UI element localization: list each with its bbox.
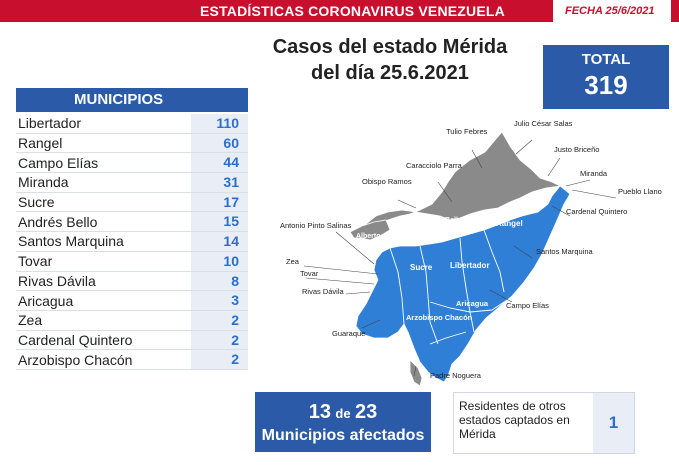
border-line	[429, 297, 511, 313]
municipio-row: Zea 2	[16, 310, 248, 331]
top-banner: ESTADÍSTICAS CORONAVIRUS VENEZUELA FECHA…	[0, 0, 679, 22]
affected-label: Municipios afectados	[261, 427, 425, 444]
municipio-count: 2	[191, 350, 248, 369]
callout-miranda: Miranda	[580, 169, 608, 178]
municipio-row: Campo Elías 44	[16, 153, 248, 174]
municipio-name: Santos Marquina	[18, 233, 124, 250]
municipio-row: Libertador 110	[16, 114, 248, 134]
municipio-row: Aricagua 3	[16, 291, 248, 311]
residents-text: Residentes de otros estados captados en …	[459, 399, 570, 441]
title-line-2: del día 25.6.2021	[311, 62, 469, 84]
municipio-name: Rivas Dávila	[18, 272, 96, 289]
callout-antonio-pinto-salinas: Antonio Pinto Salinas	[280, 221, 352, 230]
municipio-count: 2	[191, 330, 248, 350]
municipios-list: Libertador 110 Rangel 60 Campo Elías 44 Mirand…	[16, 114, 248, 370]
leader-lines	[303, 139, 617, 377]
banner-date: FECHA 25/6/2021	[565, 5, 655, 17]
total-label: TOTAL	[581, 51, 631, 68]
affected-ratio: 13 de 23	[255, 401, 431, 424]
callout-padre-noguera: Padre Noguera	[430, 371, 482, 380]
callout-cardenal-quintero: Cardenal Quintero	[566, 207, 627, 216]
label-sucre: Sucre	[410, 263, 433, 272]
border-line	[429, 331, 467, 345]
municipio-row: Rangel 60	[16, 133, 248, 154]
municipio-row: Miranda 31	[16, 173, 248, 193]
title-line-1: Casos del estado Mérida	[272, 36, 508, 58]
municipio-count: 44	[191, 153, 248, 173]
callout-pueblo-llano: Pueblo Llano	[618, 187, 662, 196]
municipio-name: Arzobispo Chacón	[18, 351, 133, 368]
municipio-count: 17	[191, 192, 248, 212]
callout-justo-briceno: Justo Briceño	[554, 145, 599, 154]
municipio-count: 3	[191, 291, 248, 310]
affected-municipios-box: 13 de 23 Municipios afectados	[255, 392, 431, 452]
border-line	[459, 237, 475, 333]
total-box: TOTAL 319	[543, 45, 669, 109]
callout-tulio-febres: Tulio Febres	[446, 127, 488, 136]
municipio-count: 110	[191, 114, 248, 133]
banner-title: ESTADÍSTICAS CORONAVIRUS VENEZUELA	[200, 3, 505, 19]
municipio-row: Andrés Bello 15	[16, 212, 248, 233]
callout-guaraque: Guaraque	[332, 329, 365, 338]
region-unaffected-north	[355, 131, 562, 237]
municipio-count: 2	[191, 310, 248, 330]
municipio-name: Campo Elías	[18, 154, 99, 171]
border-line	[389, 247, 405, 325]
callout-obispo-ramos: Obispo Ramos	[362, 177, 412, 186]
residents-value: 1	[593, 393, 634, 453]
municipio-row: Santos Marquina 14	[16, 232, 248, 252]
affected-count: 13	[308, 401, 331, 423]
border-line	[419, 245, 439, 345]
municipio-name: Sucre	[18, 194, 55, 211]
municipio-count: 8	[191, 271, 248, 291]
municipio-count: 14	[191, 232, 248, 251]
municipio-count: 10	[191, 251, 248, 271]
region-unaffected-west	[349, 219, 391, 241]
inner-labels: Andrés Bello Rangel Alberto Adriani Sucr…	[356, 217, 523, 322]
municipio-name: Tovar	[18, 253, 53, 270]
municipio-row: Rivas Dávila 8	[16, 271, 248, 292]
residents-box: Residentes de otros estados captados en …	[453, 392, 635, 454]
municipio-name: Aricagua	[18, 292, 74, 309]
callout-julio-cesar-salas: Julio César Salas	[514, 119, 573, 128]
municipio-name: Cardenal Quintero	[18, 331, 133, 348]
municipio-name: Andrés Bello	[18, 213, 98, 230]
municipio-name: Libertador	[18, 115, 82, 132]
callout-labels: Tulio Febres Julio César Salas Caracciol…	[280, 119, 662, 380]
total-value: 319	[584, 70, 628, 100]
region-unaffected-south	[409, 359, 423, 387]
municipios-header: MUNICIPIOS	[16, 88, 248, 112]
label-aricagua: Aricagua	[456, 299, 489, 308]
page-title: Casos del estado Mérida del día 25.6.202…	[240, 34, 540, 86]
callout-caracciolo-parra: Caracciolo Parra	[406, 161, 463, 170]
callout-rivas-davila: Rivas Dávila	[302, 287, 345, 296]
label-alberto-adriani: Alberto Adriani	[356, 233, 406, 240]
municipio-name: Rangel	[18, 135, 63, 152]
municipio-count: 31	[191, 173, 248, 192]
municipio-name: Zea	[18, 312, 43, 329]
municipio-name: Miranda	[18, 174, 69, 191]
municipio-row: Cardenal Quintero 2	[16, 330, 248, 351]
date-box	[553, 0, 671, 22]
label-libertador: Libertador	[450, 261, 490, 270]
callout-tovar: Tovar	[300, 269, 319, 278]
municipio-count: 60	[191, 133, 248, 153]
border-line	[483, 229, 505, 293]
label-rangel: Rangel	[496, 219, 523, 228]
municipio-count: 15	[191, 212, 248, 232]
merida-map: Andrés Bello Rangel Alberto Adriani Sucr…	[280, 119, 662, 387]
label-andres-bello: Andrés Bello	[419, 217, 462, 224]
callout-campo-elias: Campo Elías	[506, 301, 549, 310]
callout-santos-marquina: Santos Marquina	[536, 247, 594, 256]
label-arzobispo-chacon: Arzobispo Chacón	[406, 313, 473, 322]
total-municipios: 23	[355, 401, 378, 423]
municipio-row: Sucre 17	[16, 192, 248, 213]
municipio-row: Arzobispo Chacón 2	[16, 350, 248, 370]
callout-zea: Zea	[286, 257, 300, 266]
municipio-row: Tovar 10	[16, 251, 248, 272]
ratio-connector: de	[335, 406, 351, 421]
